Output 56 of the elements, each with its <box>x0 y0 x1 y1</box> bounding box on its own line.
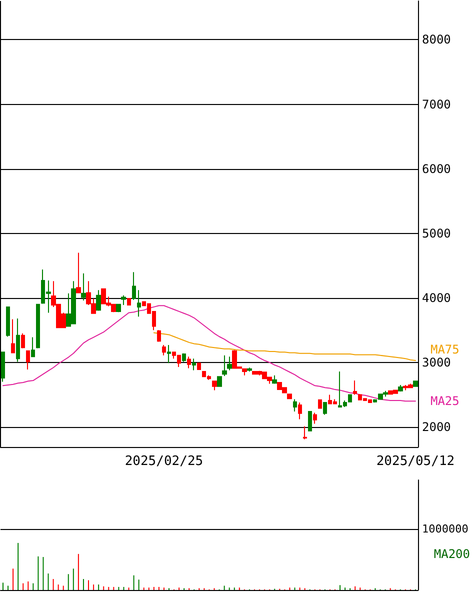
candlestick <box>413 380 418 387</box>
candlestick <box>353 380 357 396</box>
candlestick <box>81 272 86 301</box>
candlestick <box>26 350 30 370</box>
series-label: MA25 <box>430 394 460 408</box>
line-series <box>153 332 416 362</box>
series-label: MA75 <box>430 342 460 356</box>
candlestick <box>313 412 317 424</box>
candlestick <box>247 367 252 372</box>
candlestick <box>132 272 136 300</box>
candlestick <box>217 376 222 387</box>
candlestick <box>227 356 232 371</box>
candlestick <box>21 332 25 349</box>
candlestick <box>121 294 126 306</box>
candlestick <box>373 398 377 403</box>
candlestick <box>6 306 10 338</box>
y-tick-label: 2000 <box>422 420 451 434</box>
y-tick-label: 4000 <box>422 290 451 305</box>
y-tick-label: 1000000 <box>422 522 468 536</box>
candlestick <box>162 344 166 356</box>
candlestick <box>127 298 131 306</box>
candlestick <box>36 304 40 349</box>
candlestick <box>272 374 277 384</box>
candlestick <box>137 290 141 318</box>
candlestick <box>192 358 196 371</box>
x-tick-label: 2025/02/25 <box>124 454 204 469</box>
candlestick <box>16 318 20 362</box>
y-tick-label: 7000 <box>422 97 451 112</box>
candlestick <box>398 384 403 392</box>
candlestick <box>293 398 297 412</box>
candlestick <box>167 344 171 364</box>
candlestick <box>308 411 312 432</box>
x-tick-label: 2025/05/12 <box>376 454 455 469</box>
candlestick <box>323 402 327 416</box>
y-tick-label: 8000 <box>422 32 451 47</box>
candlestick <box>222 354 227 376</box>
candlestick <box>157 330 161 342</box>
text: MA200 <box>434 547 470 561</box>
candlestick <box>298 402 302 420</box>
candlestick <box>76 252 81 294</box>
candlestick <box>182 352 186 362</box>
candlestick <box>212 380 217 391</box>
candlestick <box>116 304 121 313</box>
candlestick <box>96 290 101 312</box>
candlestick <box>31 336 35 358</box>
y-tick-label: 3000 <box>422 355 451 370</box>
candlestick <box>11 318 15 354</box>
line-series <box>2 305 416 402</box>
candlestick <box>287 394 292 400</box>
candlestick <box>187 356 191 369</box>
candlestick <box>318 399 322 409</box>
y-tick-label: 5000 <box>422 226 451 240</box>
y-tick-label: 6000 <box>422 162 451 176</box>
candlestick <box>303 426 307 440</box>
candlestick <box>197 362 201 370</box>
candlestick <box>1 352 5 382</box>
